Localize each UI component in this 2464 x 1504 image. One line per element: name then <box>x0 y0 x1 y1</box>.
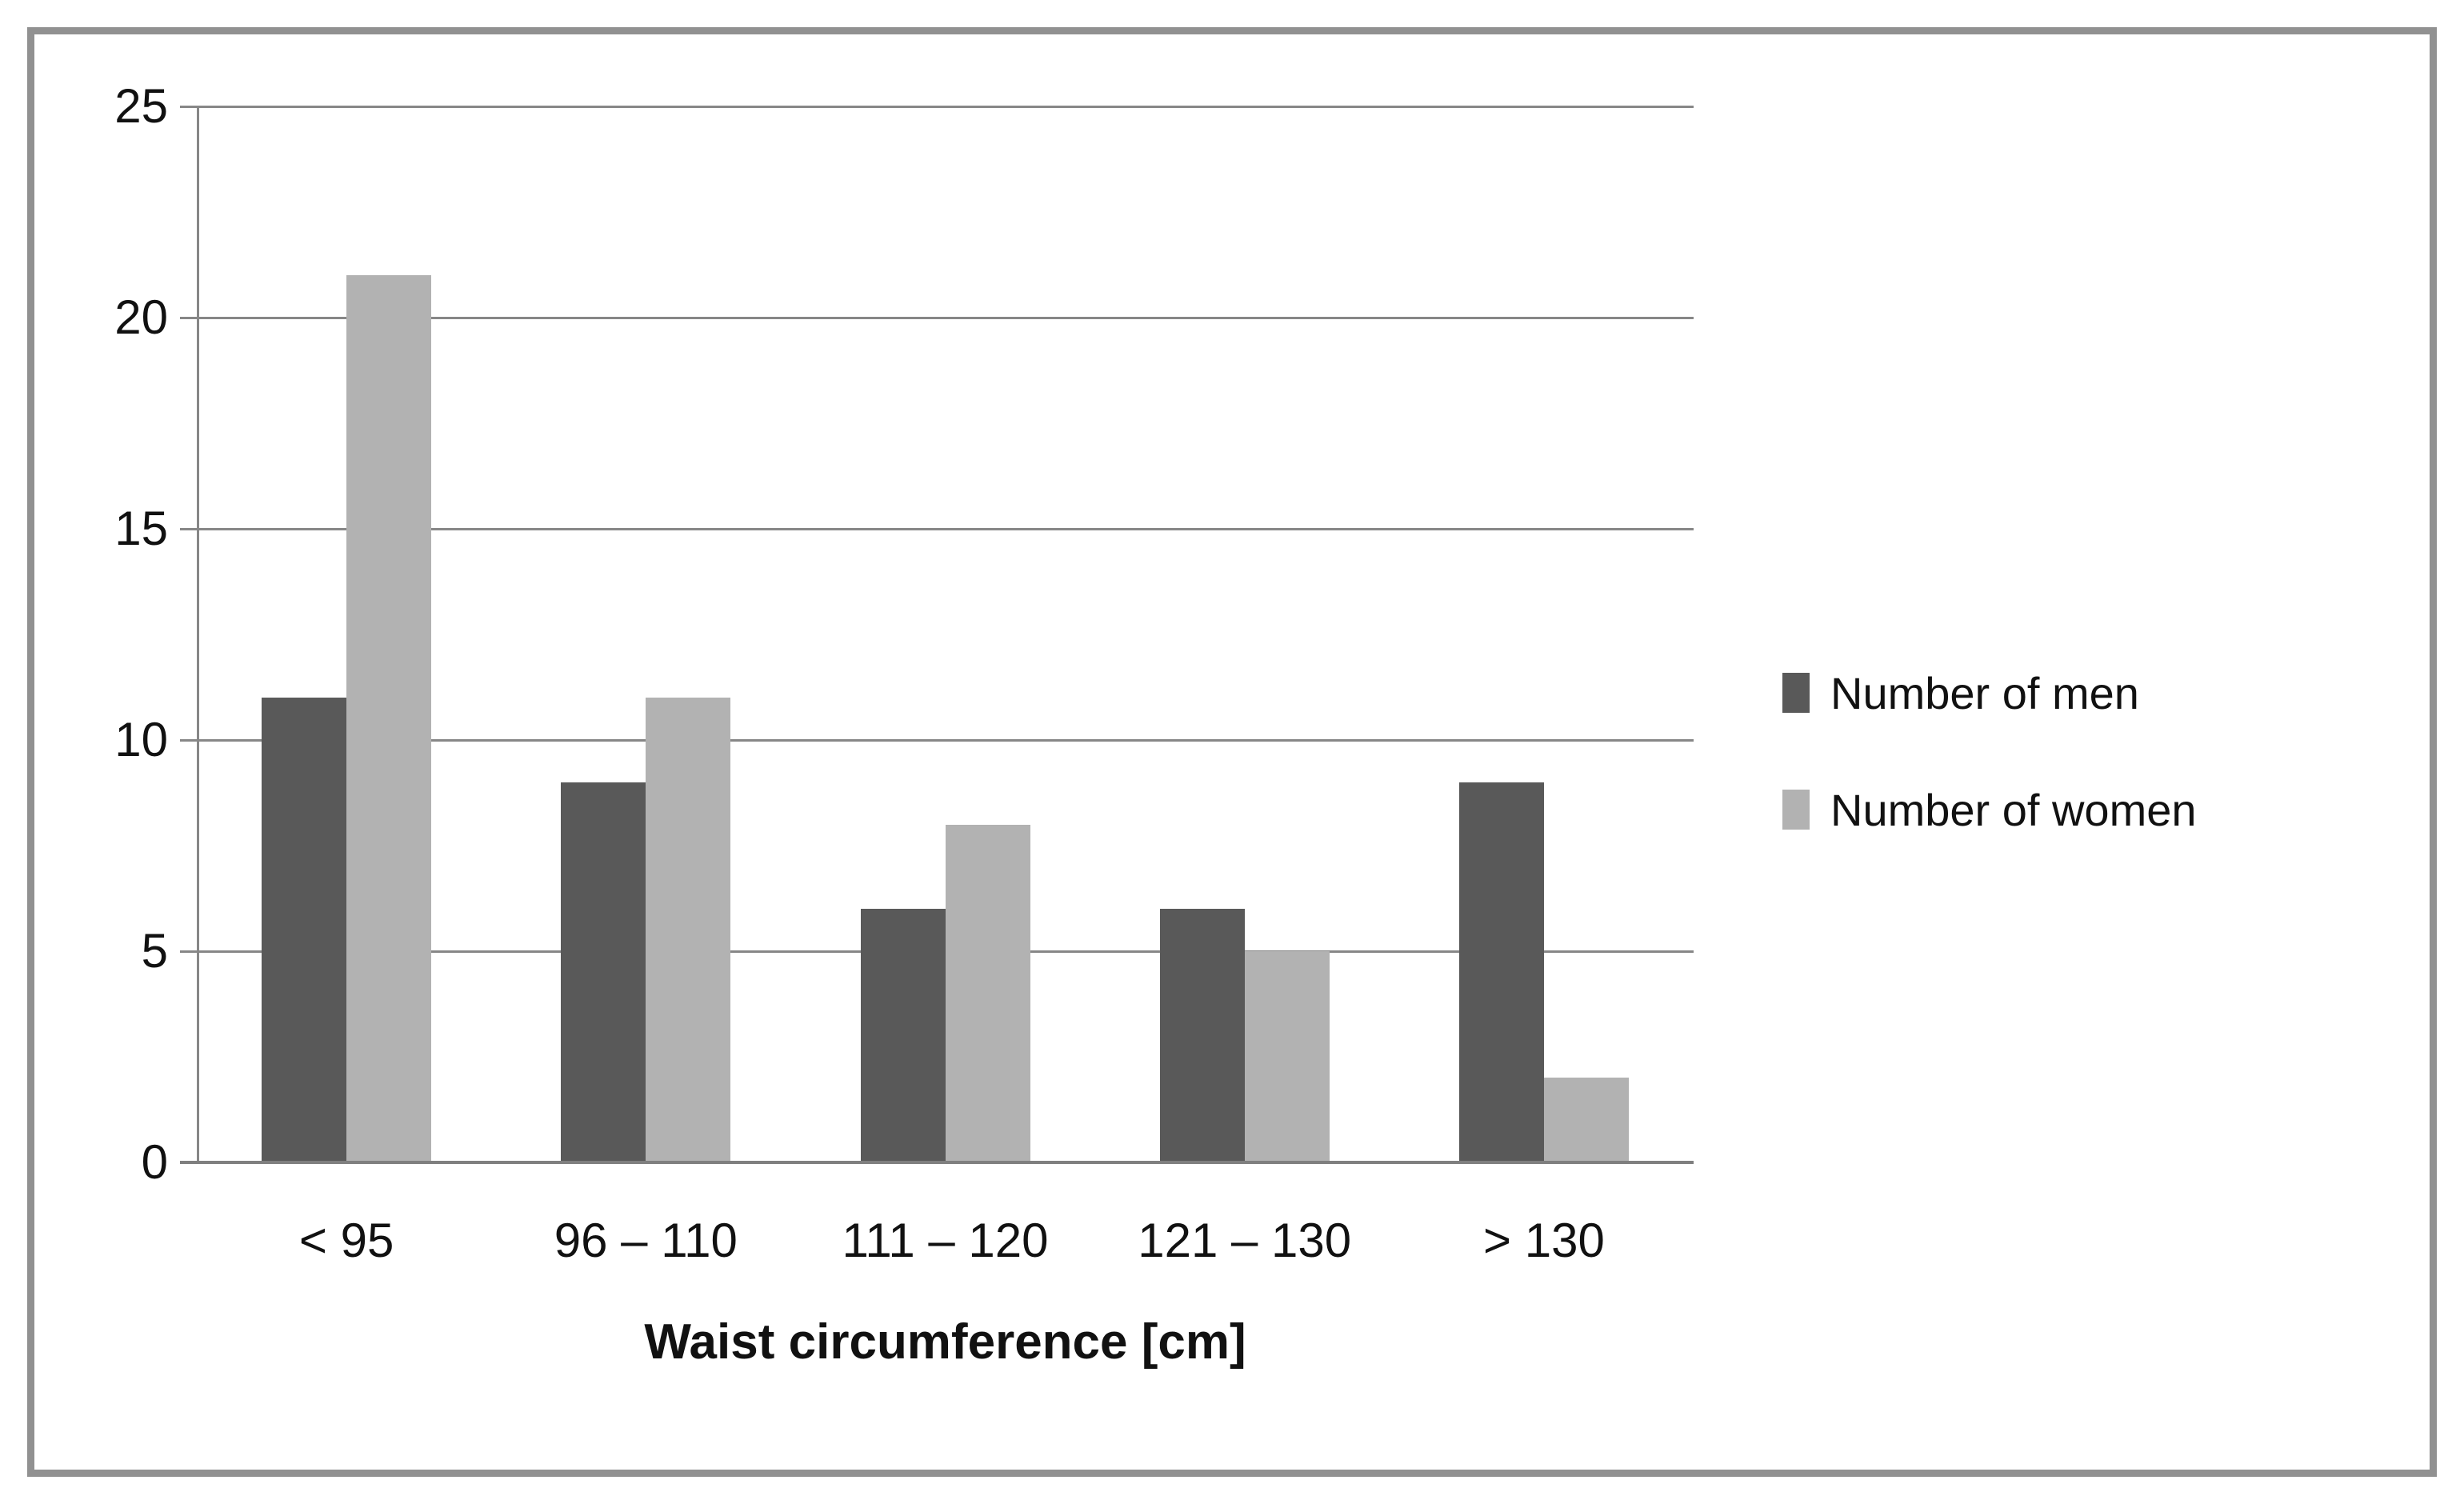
x-axis-line <box>180 1161 1694 1164</box>
legend-item-men: Number of men <box>1782 654 2197 731</box>
bar-women-4 <box>1543 1078 1629 1162</box>
y-tick-label: 25 <box>114 79 168 133</box>
bar-groups <box>197 106 1694 1162</box>
bar-women-1 <box>646 698 731 1162</box>
x-category-label: 96 – 110 <box>554 1214 738 1267</box>
x-category-label: < 95 <box>298 1214 394 1267</box>
gridline-y-25 <box>180 106 1694 108</box>
bar-group-0 <box>197 106 496 1162</box>
bar-group-2 <box>795 106 1094 1162</box>
gridline-y-20 <box>180 317 1694 319</box>
x-category-label: 111 – 120 <box>842 1214 1049 1267</box>
plot-area <box>180 106 1694 1164</box>
y-tick-label: 0 <box>141 1135 168 1189</box>
bar-women-0 <box>346 275 432 1162</box>
y-tick-label: 5 <box>141 924 168 978</box>
bar-group-3 <box>1095 106 1394 1162</box>
y-tick-label: 20 <box>114 290 168 344</box>
bar-men-1 <box>561 782 646 1162</box>
y-tick-label: 15 <box>114 502 168 555</box>
legend: Number of men Number of women <box>1782 654 2197 848</box>
x-axis-title: Waist circumference [cm] <box>644 1314 1246 1370</box>
legend-item-women: Number of women <box>1782 771 2197 848</box>
gridline-y-10 <box>180 739 1694 742</box>
bar-men-4 <box>1458 782 1544 1162</box>
y-axis-line <box>197 106 199 1162</box>
y-axis-tick-labels: 25 20 15 10 5 0 <box>32 78 168 1191</box>
bar-men-3 <box>1159 909 1245 1162</box>
bar-men-0 <box>262 698 347 1162</box>
bar-group-1 <box>496 106 795 1162</box>
bar-women-2 <box>945 824 1030 1162</box>
bar-men-2 <box>860 909 946 1162</box>
x-category-label: 121 – 130 <box>1138 1214 1352 1267</box>
gridline-y-15 <box>180 528 1694 530</box>
bar-group-4 <box>1394 106 1694 1162</box>
legend-label-women: Number of women <box>1830 784 2197 835</box>
y-tick-label: 10 <box>114 713 168 766</box>
figure-border-frame <box>27 27 2437 1477</box>
legend-marker-men <box>1782 673 1810 713</box>
legend-marker-women <box>1782 790 1810 830</box>
x-axis-category-labels: < 95 96 – 110 111 – 120 121 – 130 > 130 <box>197 1213 1694 1268</box>
bar-women-3 <box>1244 951 1330 1162</box>
x-category-label: > 130 <box>1483 1214 1605 1267</box>
legend-label-men: Number of men <box>1830 667 2139 718</box>
